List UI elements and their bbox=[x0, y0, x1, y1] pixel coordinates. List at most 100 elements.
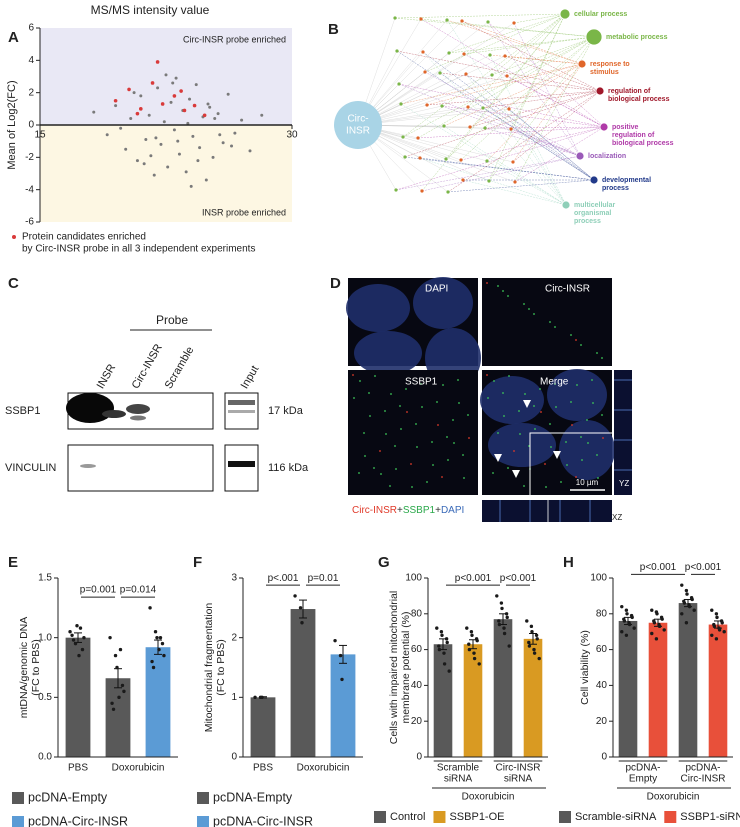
signal bbox=[399, 405, 401, 407]
edge bbox=[426, 90, 601, 106]
lane-label: Input bbox=[239, 364, 262, 391]
gene-node bbox=[460, 19, 464, 23]
data-point bbox=[155, 635, 159, 640]
region bbox=[40, 28, 292, 125]
legend-swatch bbox=[374, 811, 386, 823]
signal bbox=[400, 428, 402, 430]
edge bbox=[357, 22, 515, 126]
data-point bbox=[204, 178, 208, 182]
data-point bbox=[77, 653, 81, 658]
nucleus bbox=[346, 284, 410, 332]
edge bbox=[447, 179, 595, 193]
data-point bbox=[625, 612, 629, 616]
y-tick-label: 60 bbox=[411, 644, 423, 655]
term-label: process bbox=[602, 185, 629, 192]
y-tick-label: 0 bbox=[231, 752, 237, 763]
signal bbox=[493, 380, 495, 382]
signal bbox=[437, 424, 439, 426]
y-tick-label: 6 bbox=[28, 23, 34, 34]
bar bbox=[330, 654, 356, 757]
term-label: localization bbox=[588, 153, 626, 160]
data-point bbox=[447, 669, 451, 673]
data-point bbox=[652, 621, 657, 625]
center-label: Circ- bbox=[347, 114, 368, 125]
data-point bbox=[108, 635, 112, 640]
data-point bbox=[470, 633, 474, 637]
edge bbox=[400, 103, 567, 206]
data-point bbox=[120, 683, 125, 688]
data-point bbox=[213, 117, 217, 121]
legend-label: pcDNA-Empty bbox=[28, 790, 108, 804]
data-point bbox=[233, 131, 237, 135]
edge bbox=[357, 108, 510, 126]
data-point bbox=[710, 608, 714, 612]
gene-node bbox=[483, 126, 487, 130]
signal bbox=[426, 481, 428, 483]
signal bbox=[457, 379, 459, 381]
signal bbox=[453, 442, 455, 444]
data-point bbox=[71, 638, 76, 642]
signal bbox=[394, 445, 396, 447]
edge bbox=[461, 20, 601, 92]
highlight-point bbox=[179, 89, 183, 93]
legend-swatch bbox=[197, 816, 209, 827]
data-point bbox=[248, 149, 252, 153]
signal bbox=[540, 411, 542, 413]
side-strip bbox=[614, 370, 632, 495]
significance-label: p<0.001 bbox=[455, 573, 492, 584]
data-point bbox=[685, 592, 689, 596]
data-point bbox=[206, 102, 210, 106]
data-point bbox=[158, 635, 163, 640]
yz-label: YZ bbox=[619, 479, 629, 488]
gene-node bbox=[444, 157, 448, 161]
data-point bbox=[216, 112, 220, 116]
data-point bbox=[159, 142, 163, 146]
x-group-label: Doxorubicin bbox=[297, 763, 350, 774]
y-tick-label: 80 bbox=[411, 608, 423, 619]
bar bbox=[618, 620, 638, 757]
data-point bbox=[188, 97, 192, 101]
gene-node bbox=[513, 180, 517, 184]
signal bbox=[513, 450, 515, 452]
gene-node bbox=[461, 178, 465, 182]
gene-node bbox=[466, 105, 470, 109]
edge bbox=[484, 126, 605, 129]
data-point bbox=[624, 633, 629, 637]
signal bbox=[416, 446, 418, 448]
gene-node bbox=[440, 104, 444, 108]
edge bbox=[484, 127, 581, 157]
y-tick-label: 20 bbox=[596, 716, 608, 727]
edge bbox=[404, 90, 601, 158]
data-point bbox=[166, 165, 170, 169]
signal bbox=[533, 313, 535, 315]
x-group-label: Scramble bbox=[437, 763, 480, 774]
gene-node bbox=[445, 18, 449, 22]
edge bbox=[463, 53, 605, 128]
bar bbox=[678, 603, 698, 757]
channel-label: Circ-INSR bbox=[545, 284, 590, 295]
edge bbox=[394, 13, 566, 19]
arrowhead bbox=[512, 470, 520, 478]
term-node bbox=[599, 122, 609, 132]
data-point bbox=[684, 588, 689, 593]
panel-letter: A bbox=[8, 29, 19, 46]
data-point bbox=[692, 608, 696, 612]
edge bbox=[508, 108, 567, 206]
data-point bbox=[445, 640, 449, 645]
data-point bbox=[186, 121, 190, 125]
edge bbox=[443, 125, 567, 206]
data-point bbox=[680, 612, 684, 616]
y-axis-label: (FC to PBS) bbox=[215, 639, 227, 696]
bar bbox=[463, 644, 483, 757]
legend-label: pcDNA-Circ-INSR bbox=[28, 814, 128, 827]
micrograph bbox=[482, 278, 612, 366]
blot-input bbox=[224, 444, 259, 492]
data-point bbox=[687, 604, 692, 609]
blot-label: SSBP1 bbox=[5, 405, 40, 417]
edge bbox=[357, 124, 516, 183]
data-point bbox=[722, 630, 726, 634]
edge bbox=[465, 73, 567, 206]
legend-label: Protein candidates enriched bbox=[22, 232, 146, 243]
signal bbox=[486, 282, 488, 284]
